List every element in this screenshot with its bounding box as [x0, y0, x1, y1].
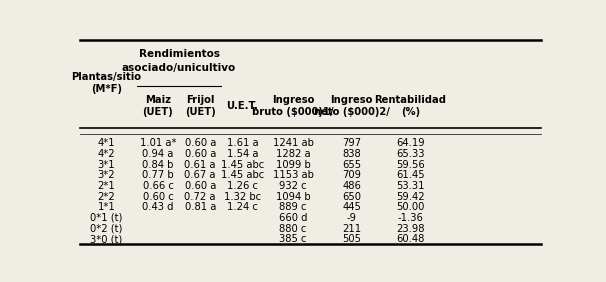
Text: 65.33: 65.33 [396, 149, 425, 159]
Text: Plantas/sitio
(M*F): Plantas/sitio (M*F) [72, 72, 141, 94]
Text: 3*1: 3*1 [98, 160, 115, 170]
Text: 2*2: 2*2 [98, 191, 115, 202]
Text: 0.60 a: 0.60 a [184, 149, 216, 159]
Text: 655: 655 [342, 160, 361, 170]
Text: Ingreso
neto ($000)2/: Ingreso neto ($000)2/ [314, 95, 390, 117]
Text: 385 c: 385 c [279, 234, 307, 244]
Text: -1.36: -1.36 [398, 213, 424, 223]
Text: 61.45: 61.45 [396, 170, 425, 180]
Text: 1241 ab: 1241 ab [273, 138, 313, 148]
Text: 486: 486 [342, 181, 361, 191]
Text: 1099 b: 1099 b [276, 160, 310, 170]
Text: 0.66 c: 0.66 c [142, 181, 173, 191]
Text: 0.60 c: 0.60 c [142, 191, 173, 202]
Text: 1*1: 1*1 [98, 202, 115, 212]
Text: -9: -9 [347, 213, 357, 223]
Text: Frijol
(UET): Frijol (UET) [185, 95, 216, 117]
Text: 59.56: 59.56 [396, 160, 425, 170]
Text: U.E.T.: U.E.T. [227, 101, 258, 111]
Text: 1.32 bc: 1.32 bc [224, 191, 261, 202]
Text: 1.54 a: 1.54 a [227, 149, 258, 159]
Text: 838: 838 [342, 149, 361, 159]
Text: 797: 797 [342, 138, 361, 148]
Text: 53.31: 53.31 [396, 181, 425, 191]
Text: 505: 505 [342, 234, 361, 244]
Text: 1.45 abc: 1.45 abc [221, 170, 264, 180]
Text: 0.72 a: 0.72 a [184, 191, 216, 202]
Text: 0.84 b: 0.84 b [142, 160, 174, 170]
Text: 932 c: 932 c [279, 181, 307, 191]
Text: 2*1: 2*1 [98, 181, 115, 191]
Text: 0*2 (t): 0*2 (t) [90, 224, 122, 233]
Text: 64.19: 64.19 [396, 138, 425, 148]
Text: 1153 ab: 1153 ab [273, 170, 313, 180]
Text: 0.43 d: 0.43 d [142, 202, 174, 212]
Text: 23.98: 23.98 [396, 224, 425, 233]
Text: 4*1: 4*1 [98, 138, 115, 148]
Text: 650: 650 [342, 191, 361, 202]
Text: 50.00: 50.00 [396, 202, 425, 212]
Text: 60.48: 60.48 [396, 234, 425, 244]
Text: 709: 709 [342, 170, 361, 180]
Text: 880 c: 880 c [279, 224, 307, 233]
Text: 1.26 c: 1.26 c [227, 181, 258, 191]
Text: 59.42: 59.42 [396, 191, 425, 202]
Text: 1.24 c: 1.24 c [227, 202, 258, 212]
Text: 1094 b: 1094 b [276, 191, 310, 202]
Text: 3*2: 3*2 [98, 170, 115, 180]
Text: 3*0 (t): 3*0 (t) [90, 234, 122, 244]
Text: Rentabilidad
(%): Rentabilidad (%) [375, 95, 447, 117]
Text: 0*1 (t): 0*1 (t) [90, 213, 122, 223]
Text: Rendimientos
asociado/unicultivo: Rendimientos asociado/unicultivo [122, 49, 236, 72]
Text: 1.61 a: 1.61 a [227, 138, 258, 148]
Text: 889 c: 889 c [279, 202, 307, 212]
Text: 0.81 a: 0.81 a [184, 202, 216, 212]
Text: 1.45 abc: 1.45 abc [221, 160, 264, 170]
Text: 660 d: 660 d [279, 213, 307, 223]
Text: 0.94 a: 0.94 a [142, 149, 174, 159]
Text: Maiz
(UET): Maiz (UET) [142, 95, 173, 117]
Text: 0.60 a: 0.60 a [184, 138, 216, 148]
Text: 4*2: 4*2 [98, 149, 115, 159]
Text: 0.77 b: 0.77 b [142, 170, 174, 180]
Text: 0.61 a: 0.61 a [184, 160, 216, 170]
Text: 211: 211 [342, 224, 361, 233]
Text: Ingreso
bruto ($000)1/: Ingreso bruto ($000)1/ [252, 95, 334, 117]
Text: 0.67 a: 0.67 a [184, 170, 216, 180]
Text: 1.01 a*: 1.01 a* [140, 138, 176, 148]
Text: 1282 a: 1282 a [276, 149, 310, 159]
Text: 0.60 a: 0.60 a [184, 181, 216, 191]
Text: 445: 445 [342, 202, 361, 212]
